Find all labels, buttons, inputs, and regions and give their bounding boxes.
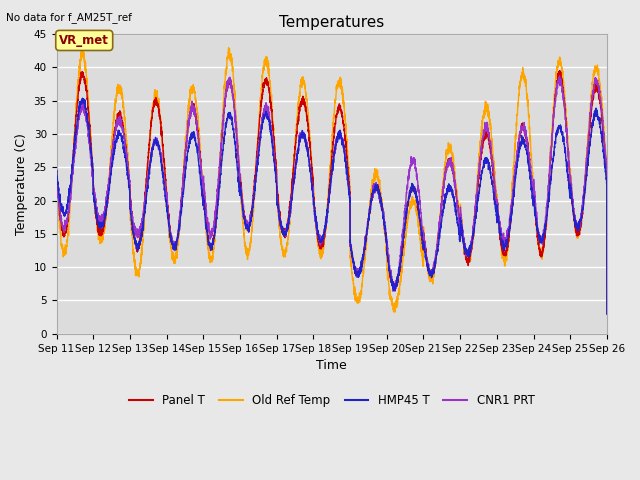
Old Ref Temp [225, 45, 232, 50]
HMP45 T [603, 311, 611, 317]
Panel T [395, 269, 403, 275]
Old Ref Temp [52, 176, 60, 181]
Panel T [551, 101, 559, 107]
Panel T [603, 311, 611, 317]
Panel T [52, 168, 60, 174]
Old Ref Temp [396, 290, 403, 296]
Old Ref Temp [551, 88, 559, 94]
Panel T [385, 264, 393, 270]
Line: CNR1 PRT: CNR1 PRT [56, 76, 607, 314]
HMP45 T [171, 244, 179, 250]
HMP45 T [79, 96, 86, 101]
CNR1 PRT [603, 311, 611, 317]
HMP45 T [207, 245, 214, 251]
Panel T [556, 68, 564, 73]
HMP45 T [52, 169, 60, 175]
CNR1 PRT [603, 165, 611, 171]
Title: Temperatures: Temperatures [279, 15, 385, 30]
CNR1 PRT [52, 183, 60, 189]
HMP45 T [551, 140, 559, 145]
CNR1 PRT [551, 103, 559, 109]
Text: VR_met: VR_met [60, 34, 109, 47]
Y-axis label: Temperature (C): Temperature (C) [15, 133, 28, 235]
Panel T [603, 177, 611, 182]
Line: Old Ref Temp: Old Ref Temp [56, 48, 607, 314]
HMP45 T [386, 266, 394, 272]
HMP45 T [603, 181, 611, 187]
CNR1 PRT [385, 262, 393, 268]
Old Ref Temp [206, 260, 214, 265]
Old Ref Temp [603, 311, 611, 317]
Panel T [171, 244, 179, 250]
Line: Panel T: Panel T [56, 71, 607, 314]
CNR1 PRT [206, 236, 214, 242]
Old Ref Temp [603, 165, 611, 170]
Old Ref Temp [386, 289, 394, 295]
Text: No data for f_AM25T_ref: No data for f_AM25T_ref [6, 12, 132, 23]
Legend: Panel T, Old Ref Temp, HMP45 T, CNR1 PRT: Panel T, Old Ref Temp, HMP45 T, CNR1 PRT [124, 389, 539, 412]
CNR1 PRT [395, 265, 403, 271]
CNR1 PRT [556, 73, 563, 79]
Old Ref Temp [171, 256, 179, 262]
HMP45 T [396, 265, 403, 271]
X-axis label: Time: Time [316, 359, 347, 372]
CNR1 PRT [171, 241, 179, 247]
Panel T [206, 243, 214, 249]
Line: HMP45 T: HMP45 T [56, 98, 607, 314]
